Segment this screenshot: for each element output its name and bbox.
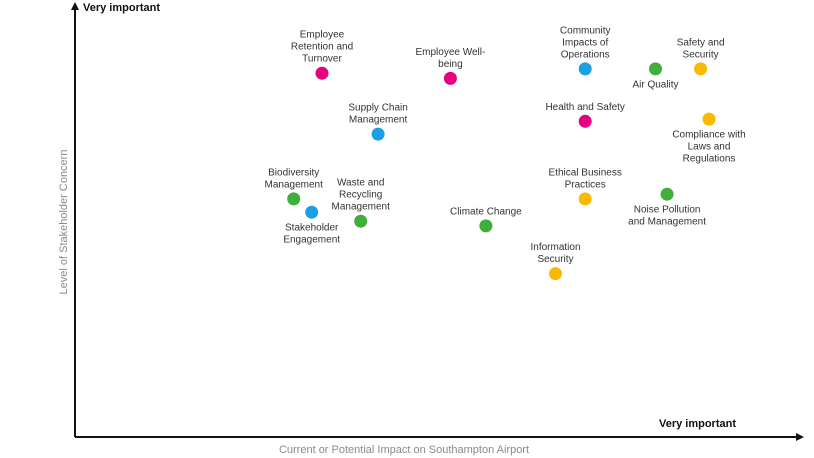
point-air-quality [649, 62, 662, 76]
point-safety-and-security [694, 62, 708, 76]
point-label-community-impacts-of-operations: Community Impacts of Operations [560, 25, 611, 60]
point-stakeholder-engagement [305, 205, 319, 219]
point-climate-change [479, 219, 493, 233]
x-axis-title: Current or Potential Impact on Southampt… [279, 444, 529, 456]
point-label-compliance-with-laws-and-regulations: Compliance with Laws and Regulations [672, 130, 745, 165]
point-label-supply-chain-management: Supply Chain Management [348, 103, 407, 126]
y-axis-end-label: Very important [83, 2, 160, 14]
point-employee-well-being [443, 71, 457, 85]
point-label-noise-pollution-and-management: Noise Pollution and Management [628, 205, 706, 228]
point-health-and-safety [578, 114, 592, 128]
point-label-health-and-safety: Health and Safety [545, 102, 625, 113]
point-information-security [549, 267, 562, 281]
point-biodiversity-management [287, 192, 301, 206]
point-waste-and-recycling-management [354, 214, 368, 228]
data-points: Employee Retention and Turnover Employee We… [265, 25, 746, 281]
point-label-waste-and-recycling-management: Waste and Recycling Management [332, 178, 391, 213]
point-label-employee-retention-and-turnover: Employee Retention and Turnover [291, 30, 353, 65]
point-label-employee-well-being: Employee Well-being [415, 47, 485, 70]
point-employee-retention-and-turnover [315, 66, 329, 80]
point-compliance-with-laws-and-regulations [702, 112, 716, 126]
point-label-climate-change: Climate Change [450, 206, 522, 217]
point-ethical-business-practices [578, 192, 592, 206]
point-label-air-quality: Air Quality [632, 79, 678, 90]
point-supply-chain-management [371, 127, 385, 141]
x-axis-end-label: Very important [659, 418, 736, 430]
y-axis-title: Level of Stakeholder Concern [58, 150, 70, 295]
point-community-impacts-of-operations [578, 62, 592, 76]
point-label-ethical-business-practices: Ethical Business Practices [549, 167, 622, 190]
point-label-biodiversity-management: Biodiversity Management [265, 167, 324, 190]
point-label-safety-and-security: Safety and Security [677, 37, 725, 60]
point-label-information-security: Information Security [530, 242, 580, 265]
point-label-stakeholder-engagement: Stakeholder Engagement [283, 223, 340, 246]
point-noise-pollution-and-management [660, 187, 674, 201]
